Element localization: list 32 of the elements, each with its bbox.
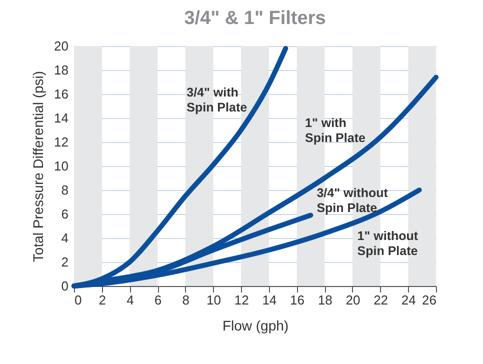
x-tick-label: 26	[422, 292, 436, 308]
x-tick-label: 20	[346, 292, 360, 308]
x-tick-label: 22	[374, 292, 388, 308]
y-tick-label: 16	[54, 86, 68, 102]
y-tick-label: 20	[54, 38, 68, 54]
y-tick-label: 4	[61, 230, 68, 246]
y-tick-label: 8	[61, 182, 68, 198]
x-tick-label: 8	[182, 292, 190, 308]
y-tick-label: 14	[54, 110, 68, 126]
y-tick-label: 18	[54, 62, 68, 78]
x-tick-label: 24	[401, 292, 416, 308]
x-tick-label: 6	[154, 292, 162, 308]
x-tick-label: 2	[98, 292, 106, 308]
x-tick-label: 4	[126, 292, 134, 308]
y-axis-title: Total Pressure Differential (psi)	[30, 70, 46, 262]
series-label: 3/4" with Spin Plate	[186, 85, 248, 114]
x-tick-label: 18	[318, 292, 332, 308]
y-tick-label: 10	[54, 158, 68, 174]
y-tick-label: 2	[61, 254, 68, 270]
series-label: 1" without Spin Plate	[357, 229, 419, 258]
y-tick-label: 12	[54, 134, 68, 150]
x-tick-label: 10	[206, 292, 221, 308]
x-axis-title: Flow (gph)	[222, 318, 289, 334]
series-label: 3/4" without Spin Plate	[316, 186, 389, 216]
y-tick-label: 6	[61, 206, 68, 222]
x-tick-label: 14	[262, 292, 277, 308]
series-label: 1" with Spin Plate	[305, 116, 366, 146]
x-tick-label: 16	[290, 292, 305, 308]
chart-title: 3/4" & 1" Filters	[184, 8, 326, 29]
x-tick-label: 0	[74, 292, 82, 308]
x-tick-label: 12	[234, 292, 249, 308]
y-tick-label: 0	[61, 278, 68, 294]
